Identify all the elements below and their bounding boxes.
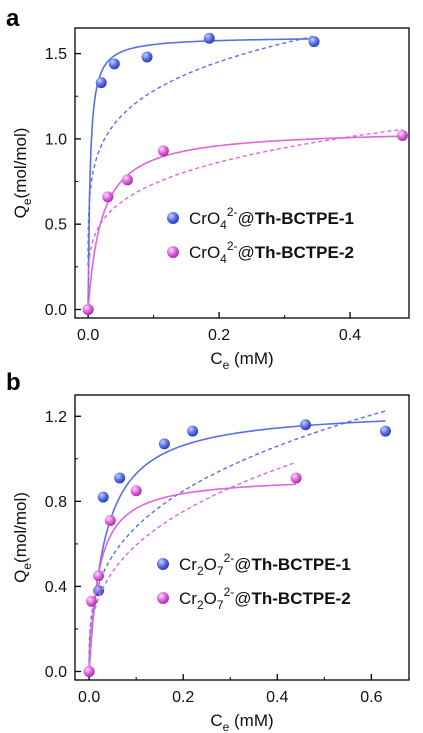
x-tick-label: 0.4 bbox=[266, 689, 288, 706]
legend-marker bbox=[167, 246, 179, 258]
data-point bbox=[187, 425, 199, 437]
data-point bbox=[114, 472, 126, 484]
y-tick-label: 0.5 bbox=[45, 217, 67, 234]
x-axis-label: Ce (mM) bbox=[210, 711, 273, 733]
legend-marker bbox=[157, 558, 169, 570]
data-point bbox=[108, 58, 120, 70]
x-axis-label: Ce (mM) bbox=[210, 349, 273, 372]
data-point bbox=[300, 419, 312, 431]
fit-line-freundlich bbox=[87, 128, 403, 293]
data-point bbox=[130, 485, 142, 497]
y-tick-label: 1.2 bbox=[45, 409, 67, 426]
x-tick-label: 0.4 bbox=[339, 327, 361, 344]
axes-frame bbox=[74, 394, 410, 681]
legend-entry: Cr2O72-@Th-BCTPE-1 bbox=[179, 551, 351, 578]
y-tick-label: 1.0 bbox=[45, 131, 67, 148]
fit-line-langmuir bbox=[88, 483, 297, 672]
panel-letter: a bbox=[6, 5, 20, 32]
panel-letter: b bbox=[6, 369, 21, 396]
fit-line-langmuir bbox=[87, 38, 315, 310]
x-tick-label: 0.6 bbox=[360, 689, 382, 706]
data-point bbox=[85, 595, 97, 607]
legend-entry: Cr2O72-@Th-BCTPE-2 bbox=[179, 585, 351, 612]
data-point bbox=[95, 77, 107, 89]
data-point bbox=[396, 129, 408, 141]
data-point bbox=[97, 491, 109, 503]
legend-marker bbox=[167, 212, 179, 224]
fit-line-freundlich bbox=[87, 35, 315, 266]
legend-marker bbox=[157, 592, 169, 604]
panel-b: b 0.0 0.2 0.4 0.6 0.0 0.4 0.8 1.2 Ce (mM) Qe(mol/m… bbox=[6, 369, 410, 733]
legend-entry: CrO42-@Th-BCTPE-2 bbox=[189, 239, 354, 266]
data-point bbox=[104, 514, 116, 526]
data-point bbox=[93, 570, 105, 582]
data-point bbox=[141, 51, 153, 63]
data-point bbox=[379, 425, 391, 437]
data-point bbox=[102, 191, 114, 203]
data-point bbox=[82, 303, 94, 315]
y-axis-label: Qe(mol/mol) bbox=[11, 492, 34, 583]
data-point bbox=[83, 665, 95, 677]
data-point bbox=[203, 32, 215, 44]
fit-line-freundlich bbox=[88, 410, 386, 662]
legend-entry: CrO42-@Th-BCTPE-1 bbox=[189, 205, 354, 232]
x-tick-label: 0.2 bbox=[208, 327, 230, 344]
x-tick-label: 0.0 bbox=[77, 327, 99, 344]
y-tick-label: 0.0 bbox=[45, 664, 67, 681]
data-point bbox=[121, 174, 133, 186]
data-point bbox=[158, 438, 170, 450]
data-point bbox=[157, 145, 169, 157]
fit-line-langmuir bbox=[87, 135, 403, 310]
data-point bbox=[290, 472, 302, 484]
x-tick-label: 0.0 bbox=[78, 689, 100, 706]
y-axis-label: Qe(mol/mol) bbox=[11, 128, 34, 219]
axes-frame bbox=[74, 27, 410, 319]
y-tick-label: 0.0 bbox=[45, 302, 67, 319]
y-tick-label: 1.5 bbox=[45, 46, 67, 63]
data-point bbox=[308, 36, 320, 48]
x-tick-label: 0.2 bbox=[172, 689, 194, 706]
panel-a: a 0.0 0.2 0.4 0.0 0.5 1.0 1.5 Ce (mM) Qe(mol/mol)… bbox=[6, 5, 410, 372]
fit-line-freundlich bbox=[88, 461, 297, 665]
fit-line-langmuir bbox=[88, 420, 386, 672]
y-tick-label: 0.8 bbox=[45, 494, 67, 511]
y-tick-label: 0.4 bbox=[45, 579, 67, 596]
